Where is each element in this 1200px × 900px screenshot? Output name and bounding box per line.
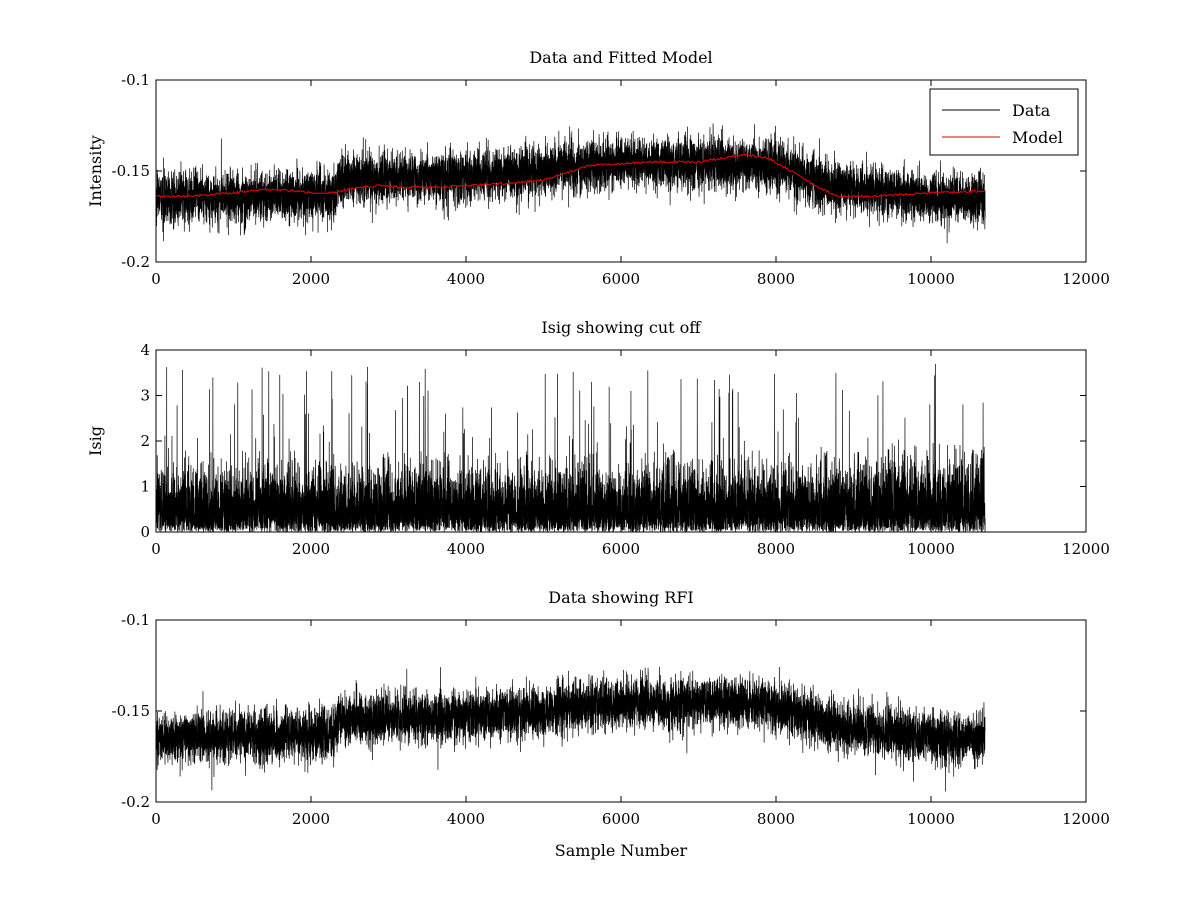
series-line-1	[156, 666, 986, 792]
x-tick-label: 4000	[447, 270, 485, 288]
x-tick-label: 6000	[602, 810, 640, 828]
y-tick-label: 1	[140, 478, 150, 496]
y-tick-label: -0.15	[112, 162, 150, 180]
y-tick-label: -0.1	[121, 71, 150, 89]
subplot-1: 0 2000 4000 6000 8000 10000 12000 -0.2 -0.15 -0.1…	[86, 48, 1110, 288]
x-tick-label: 6000	[602, 270, 640, 288]
plot-area	[156, 666, 986, 792]
plot-area	[156, 123, 986, 244]
x-tick-label: 0	[151, 540, 161, 558]
legend-label: Model	[1012, 128, 1063, 147]
x-tick-label: 10000	[907, 540, 955, 558]
x-tick-label: 4000	[447, 810, 485, 828]
x-tick-label: 2000	[292, 540, 330, 558]
legend-box	[929, 88, 1079, 156]
y-tick-label: 4	[140, 341, 150, 359]
plots: 0 2000 4000 6000 8000 10000 12000-0.2-0.15-0.1…	[86, 48, 1110, 860]
chart-title: Data showing RFI	[548, 588, 693, 607]
y-axis-label: Intensity	[86, 135, 105, 207]
series-line-model	[156, 153, 985, 199]
x-tick-label: 12000	[1062, 270, 1110, 288]
x-tick-label: 8000	[757, 810, 795, 828]
y-tick-label: -0.2	[121, 253, 150, 271]
y-tick-label: -0.15	[112, 702, 150, 720]
x-tick-label: 10000	[907, 270, 955, 288]
x-tick-label: 8000	[757, 270, 795, 288]
y-tick-label: -0.1	[121, 611, 150, 629]
series-line-data	[156, 123, 986, 244]
subplot-2: 0 2000 4000 6000 8000 10000 12000 0 1 2 3 4 Isig sho…	[86, 318, 1110, 558]
x-tick-label: 2000	[292, 810, 330, 828]
subplot-3: 0 2000 4000 6000 8000 10000 12000 -0.2 -0.15 -0.1…	[112, 588, 1110, 860]
y-axis-label: Isig	[86, 426, 105, 456]
x-tick-label: 12000	[1062, 810, 1110, 828]
x-tick-label: 8000	[757, 540, 795, 558]
y-tick-label: 2	[140, 432, 150, 450]
x-tick-label: 6000	[602, 540, 640, 558]
x-tick-label: 0	[151, 270, 161, 288]
x-tick-label: 0	[151, 810, 161, 828]
chart-title: Isig showing cut off	[541, 318, 702, 337]
plot-area	[156, 363, 986, 532]
x-tick-label: 2000	[292, 270, 330, 288]
x-tick-label: 10000	[907, 810, 955, 828]
legend: Data Model	[929, 88, 1079, 156]
y-tick-label: -0.2	[121, 793, 150, 811]
x-tick-label: 4000	[447, 540, 485, 558]
series-line-1	[156, 363, 986, 532]
legend-label: Data	[1012, 101, 1051, 120]
chart-title: Data and Fitted Model	[529, 48, 712, 67]
x-tick-label: 12000	[1062, 540, 1110, 558]
y-tick-label: 3	[140, 387, 150, 405]
y-tick-label: 0	[140, 523, 150, 541]
x-axis-label: Sample Number	[555, 841, 688, 860]
